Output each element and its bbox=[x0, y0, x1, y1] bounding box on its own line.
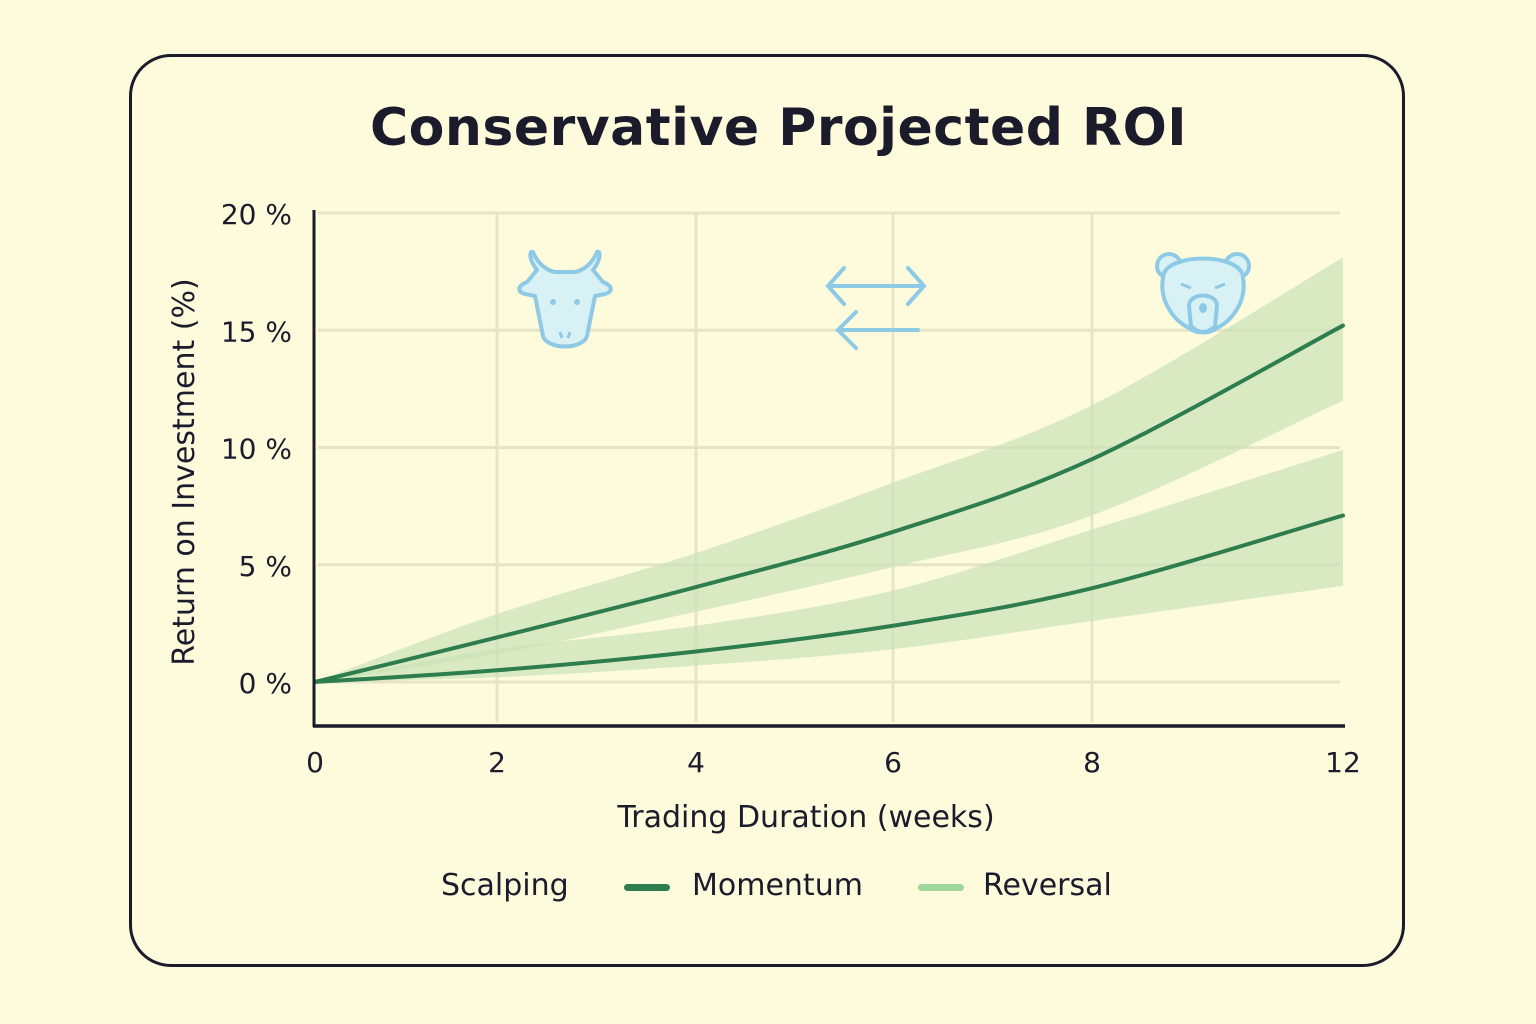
bull-icon bbox=[517, 249, 613, 349]
chart-title: Conservative Projected ROI bbox=[370, 98, 1188, 158]
x-tick-label: 4 bbox=[687, 746, 705, 779]
legend-label-momentum: Momentum bbox=[692, 868, 863, 903]
series-line-1 bbox=[313, 513, 1345, 684]
legend-label-reversal: Reversal bbox=[983, 868, 1112, 903]
bear-icon bbox=[1155, 252, 1251, 335]
series-line-0 bbox=[313, 323, 1345, 684]
x-axis-label: Trading Duration (weeks) bbox=[616, 800, 994, 835]
y-tick-label: 5 % bbox=[239, 550, 292, 583]
x-tick-label: 0 bbox=[306, 746, 324, 779]
legend: Scalping Momentum Reversal bbox=[0, 868, 1536, 908]
x-tick-label: 12 bbox=[1325, 746, 1361, 779]
legend-swatch-reversal bbox=[918, 884, 964, 891]
x-tick-label: 2 bbox=[488, 746, 506, 779]
y-tick-label: 0 % bbox=[239, 667, 292, 700]
x-tick-label: 6 bbox=[884, 746, 902, 779]
y-tick-label: 10 % bbox=[221, 433, 292, 466]
y-tick-label: 15 % bbox=[221, 315, 292, 348]
legend-label-scalping: Scalping bbox=[441, 868, 569, 903]
y-tick-label: 20 % bbox=[221, 198, 292, 231]
y-axis-label: Return on Investment (%) bbox=[167, 278, 202, 665]
x-tick-label: 8 bbox=[1083, 746, 1101, 779]
exchange-arrows-icon bbox=[825, 266, 927, 350]
confidence-band-0 bbox=[315, 257, 1343, 682]
legend-swatch-momentum bbox=[624, 884, 670, 891]
